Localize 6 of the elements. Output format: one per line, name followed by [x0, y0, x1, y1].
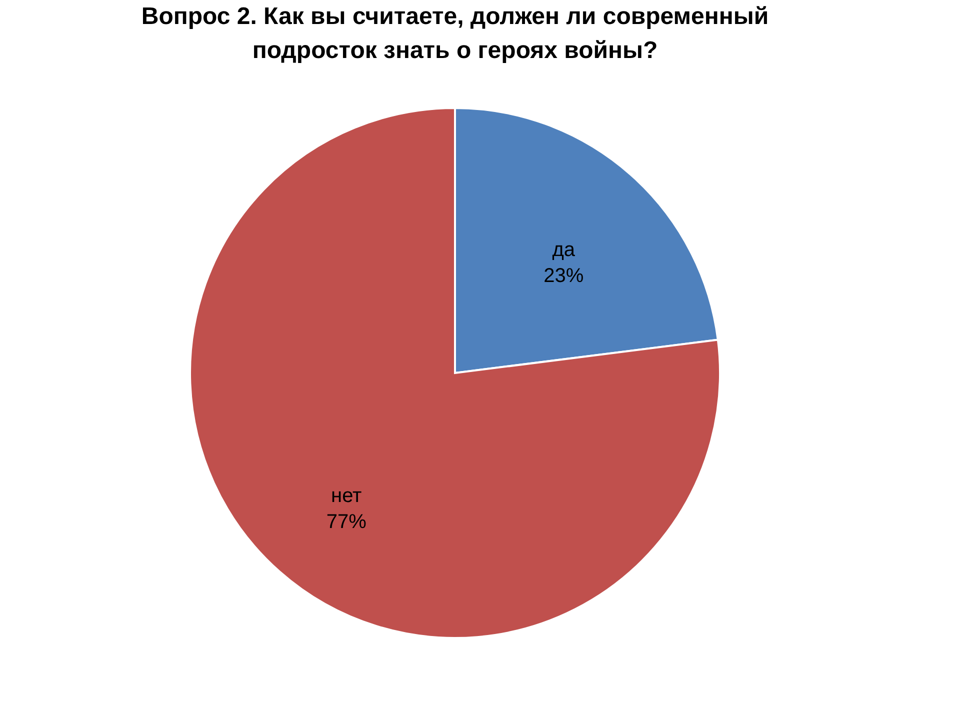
slice-label: нет	[331, 485, 362, 508]
pie-slice	[189, 107, 721, 639]
slice-label: да	[552, 238, 576, 261]
data-label: 23%	[544, 264, 584, 287]
chart-title: Вопрос 2. Как вы считаете, должен ли современный подросток знать о героях войны?	[141, 3, 769, 64]
data-label: 77%	[326, 511, 367, 534]
